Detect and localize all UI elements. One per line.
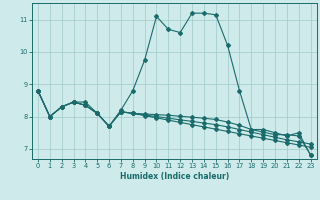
X-axis label: Humidex (Indice chaleur): Humidex (Indice chaleur): [120, 172, 229, 181]
